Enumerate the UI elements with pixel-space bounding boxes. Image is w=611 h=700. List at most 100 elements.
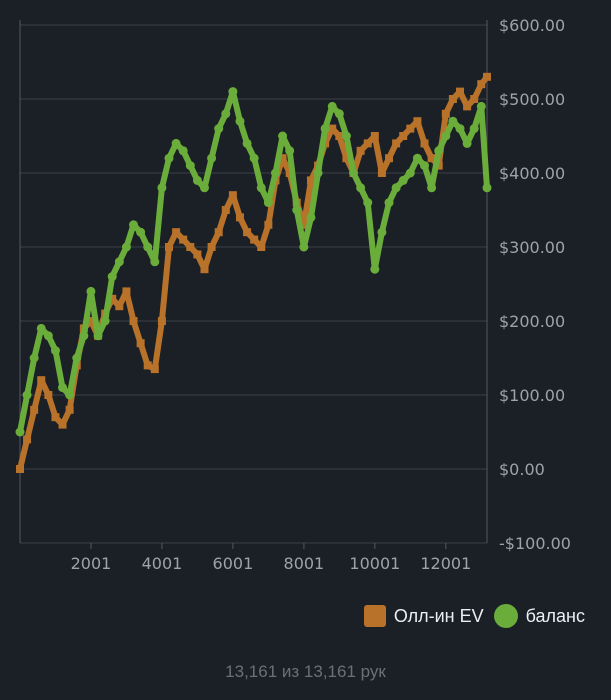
hands-count-footer: 13,161 из 13,161 рук (225, 662, 386, 681)
series-0-point (427, 154, 436, 163)
series-1-point (292, 205, 302, 215)
series-0-point (483, 72, 491, 81)
legend-label-balance: баланс (525, 605, 585, 626)
legend-label-allin-ev: Олл-ин EV (393, 605, 484, 626)
series-0-point (278, 154, 287, 163)
x-tick-label: 8001 (284, 554, 325, 573)
series-0-point (470, 95, 479, 103)
chart-legend: Олл-ин EV баланс (363, 604, 585, 628)
series-0-point (136, 339, 145, 348)
series-1-point (214, 124, 224, 134)
series-1-point (356, 183, 366, 193)
series-1-point (228, 87, 238, 97)
series-1-point (441, 131, 451, 141)
series-0-point (122, 287, 131, 296)
y-tick-label: $600.00 (499, 16, 565, 35)
series-1-point (306, 212, 316, 222)
series-0-point (264, 220, 273, 229)
series-0-point (65, 405, 74, 414)
series-0-point (413, 117, 422, 126)
series-1-point (363, 198, 373, 208)
series-1-point (370, 264, 380, 274)
series-1-point (427, 183, 437, 193)
series-1-point (79, 331, 89, 341)
series-1-point (164, 153, 174, 163)
series-1-point (86, 286, 96, 296)
series-0-point (299, 220, 308, 229)
series-1-point (199, 183, 209, 193)
series-0-point (385, 154, 394, 163)
series-1-point (207, 153, 217, 163)
series-0-point (157, 317, 166, 325)
series-1-point (150, 257, 160, 267)
series-1-point (249, 153, 259, 163)
y-tick-label: $500.00 (499, 90, 565, 109)
series-1-point (58, 383, 68, 393)
series-0-point (370, 132, 379, 140)
x-tick-label: 12001 (420, 554, 471, 573)
series-0-point (30, 405, 39, 414)
balance-chart: $600.00 $500.00 $400.00 $300.00 $200.00 $100.… (15, 16, 571, 573)
series-0-point (179, 235, 188, 244)
series-1-point (15, 427, 25, 437)
series-0-point (342, 154, 351, 163)
series-0-point (214, 228, 223, 237)
legend-square-icon (363, 605, 386, 627)
x-tick-label: 4001 (142, 554, 183, 573)
series-1-point (405, 168, 415, 178)
series-1-point (469, 124, 479, 134)
series-1-point (455, 124, 465, 134)
series-1-point (93, 331, 103, 341)
series-1-point (235, 116, 245, 126)
legend-item-balance[interactable]: баланс (493, 604, 585, 628)
series-1-point (420, 161, 430, 171)
series-0-point (37, 376, 46, 385)
series-1-point (50, 346, 60, 356)
series-0-point (115, 302, 124, 311)
y-tick-label: $0.00 (499, 460, 545, 479)
series-1-point (43, 331, 53, 341)
series-0-point (328, 124, 337, 133)
series-0-point (221, 206, 230, 214)
series-line-0 (17, 73, 490, 472)
series-1-point (263, 198, 273, 208)
series-0-point (448, 95, 457, 103)
series-1-point (448, 116, 458, 126)
y-tick-label: $400.00 (499, 164, 565, 183)
series-0-point (207, 243, 216, 251)
series-0-point (108, 294, 117, 303)
series-0-point (165, 243, 174, 251)
series-0-point (193, 250, 202, 259)
series-1-point (121, 242, 131, 252)
series-0-point (363, 139, 372, 148)
series-0-point (23, 435, 32, 444)
series-0-point (86, 317, 95, 325)
series-0-point (58, 420, 67, 429)
series-1-point (476, 101, 486, 111)
series-1-point (29, 353, 39, 363)
series-0-point (399, 132, 408, 140)
series-1-point (334, 109, 344, 119)
series-1-point (157, 183, 167, 193)
series-1-point (171, 138, 181, 148)
series-0-point (335, 132, 344, 140)
series-1-point (114, 257, 124, 267)
series-1-point (72, 353, 82, 363)
series-1-point (270, 168, 280, 178)
series-0-point (129, 317, 138, 325)
legend-item-allin-ev[interactable]: Олл-ин EV (363, 605, 484, 627)
series-0-point (250, 235, 259, 244)
series-0-point (243, 228, 252, 237)
series-0-point (356, 146, 365, 155)
series-0-point (16, 465, 24, 473)
series-1-point (100, 316, 110, 326)
y-tick-label: $300.00 (499, 238, 565, 257)
series-1-point (221, 109, 231, 119)
series-1-point (136, 227, 146, 237)
series-1-point (391, 183, 401, 193)
series-0-point (186, 243, 195, 251)
series-1-point (178, 146, 188, 156)
series-0-point (51, 413, 60, 422)
series-0-point (463, 102, 472, 111)
